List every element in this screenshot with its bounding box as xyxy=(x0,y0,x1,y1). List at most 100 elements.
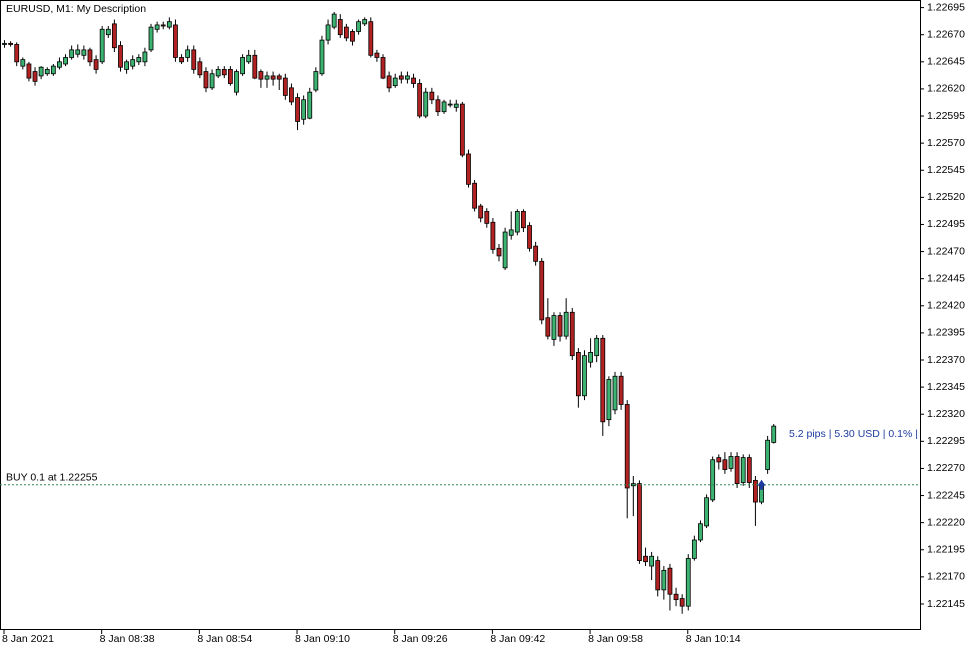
candle-body xyxy=(685,558,691,607)
candle-body xyxy=(282,77,288,96)
candle-body xyxy=(637,483,642,562)
y-tick-label: 1.22645 xyxy=(927,56,965,68)
candle-body xyxy=(734,456,740,485)
candle-body xyxy=(69,49,75,58)
candle-body xyxy=(209,73,215,89)
candle-body xyxy=(319,39,325,75)
profit-label: 5.2 pips | 5.30 USD | 0.1% | xyxy=(789,428,918,440)
candle-body xyxy=(142,51,148,63)
candle-body xyxy=(527,225,532,249)
candle-body xyxy=(466,153,471,185)
y-tick-label: 1.22220 xyxy=(927,516,965,528)
candle-body xyxy=(270,75,276,80)
candle-body xyxy=(411,77,416,84)
candle-body xyxy=(295,97,300,122)
y-tick-label: 1.22445 xyxy=(927,272,965,284)
candle-body xyxy=(521,211,526,229)
y-tick-label: 1.22520 xyxy=(927,191,965,203)
candle-body xyxy=(105,28,111,36)
candle-body xyxy=(185,49,191,58)
y-tick-label: 1.22420 xyxy=(927,300,965,312)
candle-body xyxy=(81,49,87,56)
candle-body xyxy=(710,459,716,501)
y-tick-label: 1.22320 xyxy=(927,408,965,420)
candle-body xyxy=(405,75,410,80)
x-tick-label: 8 Jan 09:42 xyxy=(490,633,545,645)
candle-body xyxy=(667,567,673,595)
candle-body xyxy=(453,103,459,108)
candle-body xyxy=(197,61,203,76)
candle-body xyxy=(313,71,319,91)
candle-body xyxy=(14,44,20,63)
candle-body xyxy=(258,71,264,80)
candle-body xyxy=(215,68,221,77)
candle-body xyxy=(765,439,771,470)
candle-body xyxy=(673,593,679,601)
plot-frame xyxy=(0,0,921,630)
entry-arrow xyxy=(757,479,766,490)
candle-body xyxy=(380,57,386,79)
candle-body xyxy=(130,59,136,67)
candle-body xyxy=(221,68,227,76)
candle-body xyxy=(191,49,197,70)
candle-body xyxy=(343,26,349,39)
candle-body xyxy=(386,75,392,89)
candle-body xyxy=(472,182,477,209)
candle-body xyxy=(75,49,81,55)
candle-body xyxy=(240,57,245,75)
y-tick-label: 1.22570 xyxy=(927,137,965,149)
candle-body xyxy=(502,231,508,269)
candle-body xyxy=(173,24,178,58)
candle-body xyxy=(356,21,361,32)
candle-body xyxy=(8,42,14,45)
y-tick-label: 1.22670 xyxy=(927,28,965,40)
candle-body xyxy=(429,91,435,101)
candle-body xyxy=(661,569,667,591)
candle-body xyxy=(417,83,423,117)
candle-body xyxy=(307,91,313,119)
candle-body xyxy=(63,57,68,65)
candle-body xyxy=(551,315,557,340)
x-tick-label: 8 Jan 09:58 xyxy=(588,633,643,645)
candle-body xyxy=(612,375,618,411)
candle-body xyxy=(166,21,172,28)
candle-body xyxy=(2,42,7,45)
y-tick-label: 1.22595 xyxy=(927,110,965,122)
candle-body xyxy=(374,52,380,58)
candle-body xyxy=(563,311,569,337)
candle-body xyxy=(728,456,734,469)
y-tick-label: 1.22695 xyxy=(927,1,965,13)
candle-body xyxy=(301,99,307,120)
candle-body xyxy=(484,211,490,224)
candle-body xyxy=(350,31,355,42)
y-tick-label: 1.22245 xyxy=(927,489,965,501)
candle-body xyxy=(50,65,56,75)
candle-body xyxy=(508,229,514,236)
candle-body xyxy=(246,54,252,63)
candle-body xyxy=(154,24,160,30)
candle-body xyxy=(87,49,93,63)
y-tick-label: 1.22295 xyxy=(927,435,965,447)
candle-body xyxy=(594,337,600,357)
candle-body xyxy=(643,555,648,563)
candle-body xyxy=(368,21,374,56)
candle-body xyxy=(539,260,545,321)
candle-body xyxy=(99,28,105,63)
candle-body xyxy=(459,103,465,156)
candle-body xyxy=(252,54,258,79)
candle-body xyxy=(490,221,496,250)
x-tick-label: 8 Jan 09:10 xyxy=(295,633,350,645)
candle-body xyxy=(575,352,581,397)
candle-body xyxy=(435,99,441,113)
y-tick-label: 1.22270 xyxy=(927,462,965,474)
candle-body xyxy=(362,19,368,25)
candle-body xyxy=(569,311,575,357)
x-tick-label: 8 Jan 10:14 xyxy=(686,633,741,645)
candle-body xyxy=(57,61,62,68)
y-tick-label: 1.22370 xyxy=(927,354,965,366)
candle-body xyxy=(740,457,746,483)
candle-body xyxy=(753,479,758,503)
candle-body xyxy=(93,59,99,70)
x-tick-label: 8 Jan 09:26 xyxy=(393,633,448,645)
